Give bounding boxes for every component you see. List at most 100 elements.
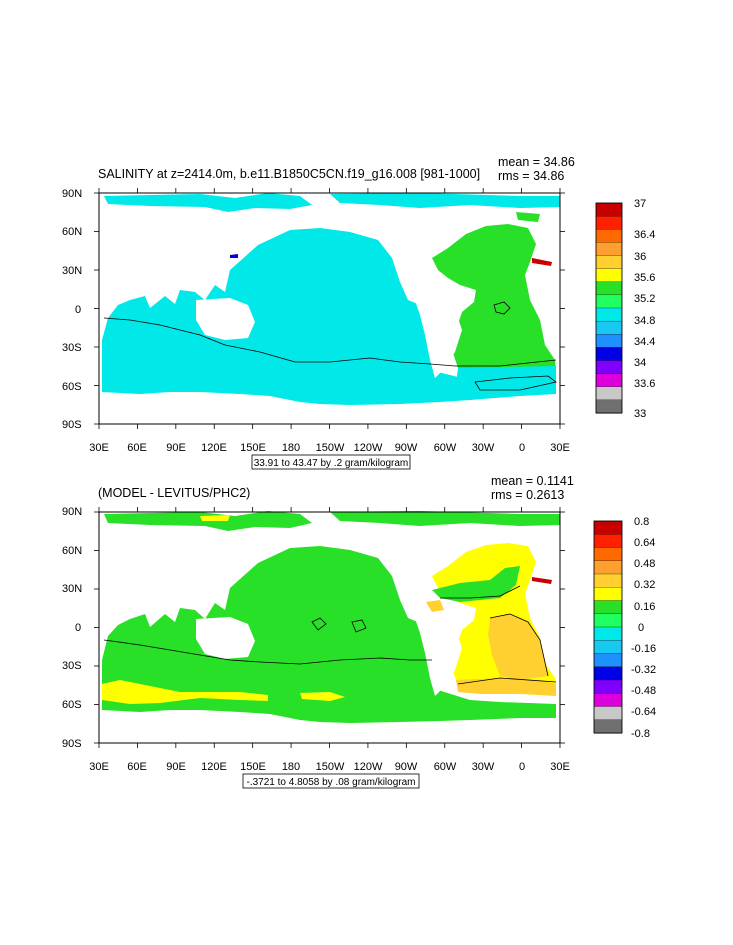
bottom-colorbar-swatch [593, 666, 623, 681]
top-contour-southern [103, 317, 557, 367]
bottom-colorbar-swatch [593, 640, 623, 655]
top-colorbar-label: 36.4 [634, 229, 655, 241]
top-colorbar-swatch [595, 307, 623, 322]
bottom-colorbar-swatch [593, 613, 623, 628]
bottom-gulf-orange [426, 600, 444, 612]
top-lon-label: 90W [395, 442, 418, 454]
top-lon-label: 180 [282, 442, 300, 454]
top-colorbar-frame [595, 202, 623, 414]
top-lat-label: 90N [62, 188, 82, 200]
top-land-australia [196, 298, 255, 340]
top-lon-label: 60E [127, 442, 147, 454]
top-lon-label: 60W [434, 442, 457, 454]
bottom-colorbar-swatch [593, 547, 623, 562]
bottom-contour-atlantic [440, 585, 549, 677]
top-lat-label: 90S [62, 419, 82, 431]
bottom-atlantic-green-north [432, 566, 520, 602]
bottom-colorbar-swatch [593, 679, 623, 694]
top-lat-label: 30N [62, 265, 82, 277]
bottom-lat-label: 90N [62, 506, 82, 518]
bottom-rms: rms = 0.2613 [491, 488, 564, 502]
top-land-southamerica [412, 292, 462, 378]
top-lon-label: 0 [519, 442, 525, 454]
bottom-colorbar-swatch [593, 600, 623, 615]
top-mean: mean = 34.86 [498, 155, 575, 169]
bottom-colorbar-swatch [593, 534, 623, 549]
bottom-colorbar-label: -0.48 [631, 685, 656, 697]
bottom-colorbar-label: 0.64 [634, 537, 655, 549]
bottom-lat-label: 30S [62, 660, 82, 672]
axis-ticks [94, 188, 565, 748]
top-colorbar-swatch [595, 281, 623, 296]
top-lon-label: 30W [472, 442, 495, 454]
top-lon-label: 30E [89, 442, 109, 454]
top-red-high [532, 258, 552, 266]
bottom-lon-label: 90W [395, 761, 418, 773]
top-colorbar-label: 33 [634, 408, 646, 420]
bottom-colorbar-label: 0.16 [634, 601, 655, 613]
bottom-lon-label: 150E [240, 761, 266, 773]
bottom-colorbar-label: -0.8 [631, 728, 650, 740]
bottom-indo-pacific-water [102, 546, 556, 723]
bottom-lat-label: 90S [62, 738, 82, 750]
top-contour-info: 33.91 to 43.47 by .2 gram/kilogram [254, 458, 409, 469]
bottom-contour-pacific-eddy [311, 617, 367, 633]
top-colorbar-swatch [595, 386, 623, 401]
top-contour-info-box: 33.91 to 43.47 by .2 gram/kilogram [251, 454, 411, 470]
bottom-lon-label: 120E [201, 761, 227, 773]
bottom-contour-info: -.3721 to 4.8058 by .08 gram/kilogram [247, 777, 416, 788]
bottom-atlantic-orange [488, 614, 548, 680]
bottom-colorbar-swatch [593, 653, 623, 668]
bottom-colorbar-label: -0.64 [631, 706, 656, 718]
bottom-lat-label: 30N [62, 583, 82, 595]
top-colorbar-swatch [595, 229, 623, 243]
bottom-colorbar-swatch [593, 626, 623, 641]
top-colorbar-label: 34.8 [634, 315, 655, 327]
top-colorbar-label: 36 [634, 251, 646, 263]
bottom-colorbar-frame [593, 520, 623, 734]
bottom-atlantic-orange-south [456, 678, 556, 696]
top-lon-label: 120E [201, 442, 227, 454]
bottom-lon-label: 60E [127, 761, 147, 773]
bottom-contour-south-atlantic [457, 677, 557, 685]
bottom-southern-yellow-2 [300, 692, 345, 701]
bottom-red-high [532, 577, 552, 584]
top-lat-label: 60S [62, 381, 82, 393]
top-colorbar-swatch [595, 255, 623, 270]
top-lat-label: 0 [75, 304, 81, 316]
top-colorbar-swatch [595, 320, 623, 335]
top-arctic-water [104, 193, 312, 212]
bottom-lon-label: 60W [434, 761, 457, 773]
bottom-lat-label: 60S [62, 699, 82, 711]
top-colorbar-label: 37 [634, 198, 646, 210]
top-contour-south-atlantic [474, 375, 557, 391]
bottom-land-southamerica [412, 610, 462, 696]
top-lon-label: 120W [354, 442, 383, 454]
bottom-panel: (MODEL - LEVITUS/PHC2) mean = 0.1141 rms… [62, 474, 656, 789]
top-colorbar-swatch [595, 399, 623, 414]
bottom-arctic-water-east [330, 511, 560, 526]
top-lon-label: 150W [316, 442, 345, 454]
top-lat-axis: 90N 60N 30N 0 30S 60S 90S [62, 188, 82, 431]
bottom-colorbar-swatch [593, 520, 623, 535]
top-north-atlantic-bit [516, 212, 540, 222]
bottom-mean: mean = 0.1141 [491, 474, 574, 488]
bottom-colorbar-swatch [593, 587, 623, 602]
top-lat-label: 60N [62, 226, 82, 238]
top-colorbar-swatch [595, 268, 623, 283]
top-colorbar-label: 35.6 [634, 272, 655, 284]
top-colorbar-label: 34 [634, 357, 646, 369]
bottom-title: (MODEL - LEVITUS/PHC2) [98, 486, 250, 500]
bottom-lon-label: 150W [316, 761, 345, 773]
bottom-colorbar-label: 0.32 [634, 579, 655, 591]
top-rms: rms = 34.86 [498, 169, 564, 183]
top-lon-label: 90E [166, 442, 186, 454]
top-colorbar-swatch [595, 294, 623, 309]
bottom-lon-label: 30W [472, 761, 495, 773]
top-contour-atlantic-eddy [493, 301, 511, 315]
top-land-africa [104, 250, 165, 306]
top-lon-label: 150E [240, 442, 266, 454]
bottom-lon-label: 90E [166, 761, 186, 773]
bottom-colorbar-label: 0.48 [634, 558, 655, 570]
top-colorbar-label: 34.4 [634, 336, 655, 348]
